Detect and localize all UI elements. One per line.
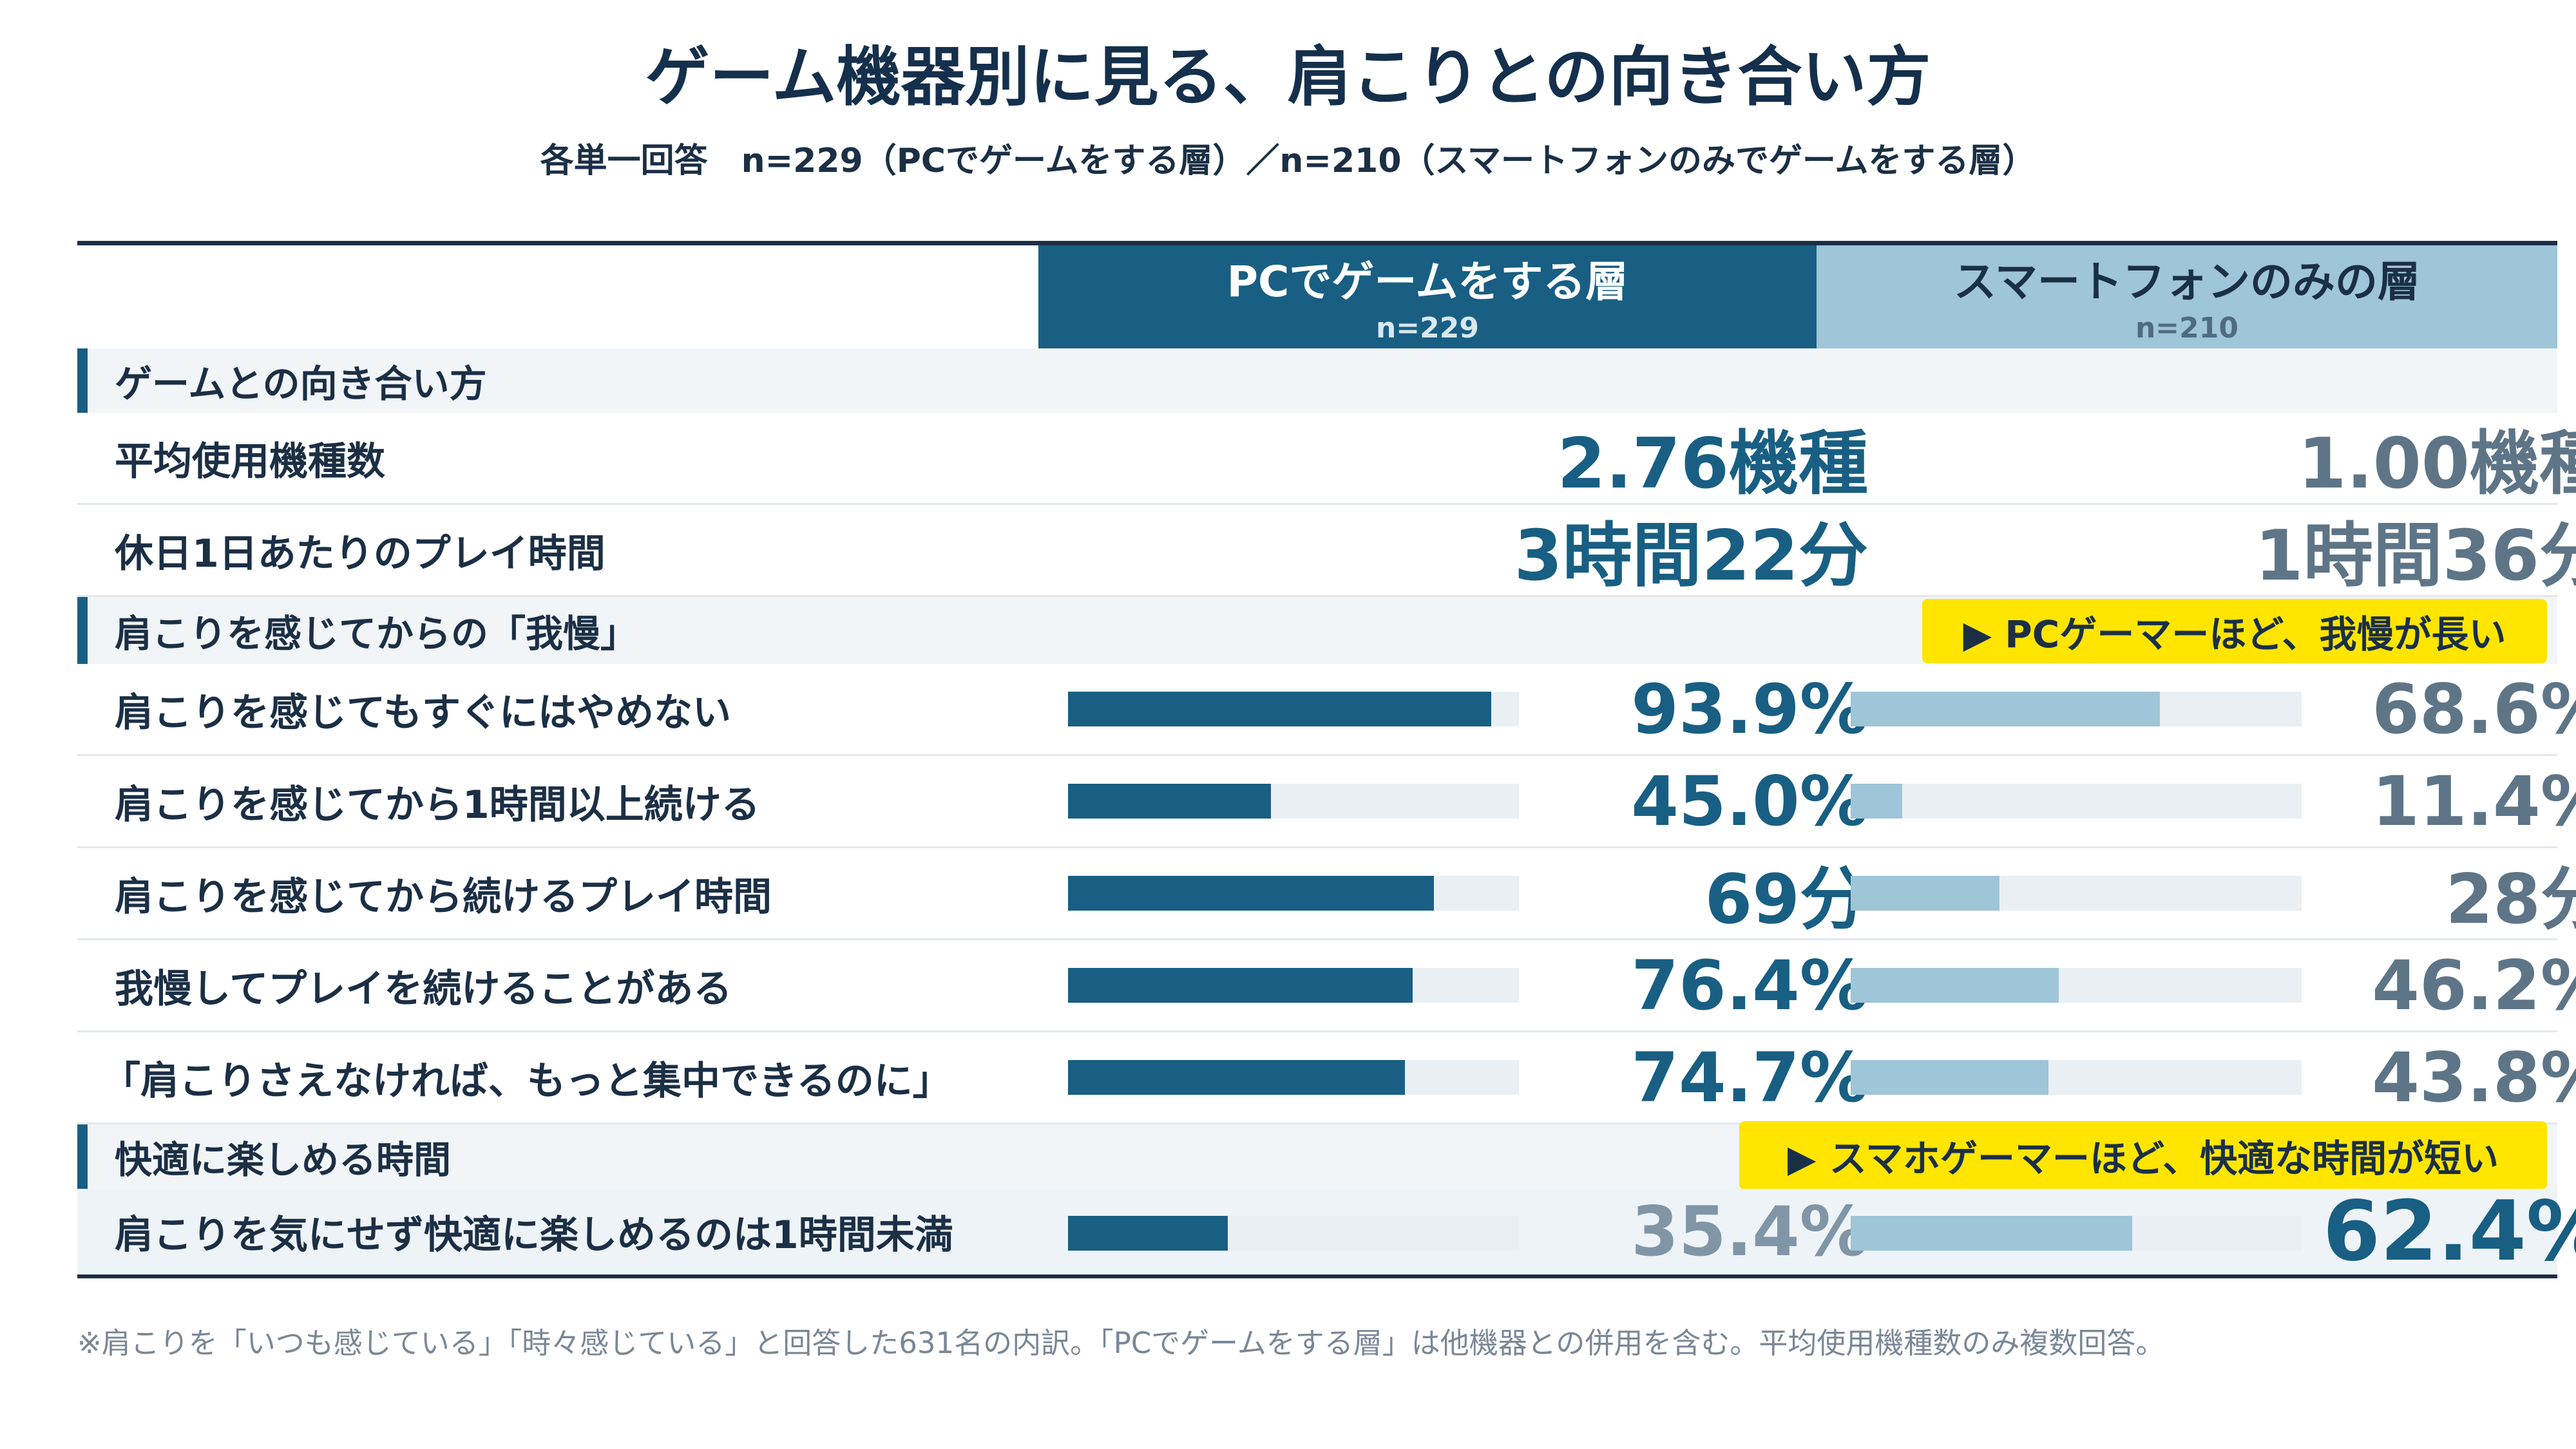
table-row: 肩こりを感じてから続けるプレイ時間 69分 28分 (77, 848, 2576, 940)
section-accent (77, 348, 88, 413)
bar-pc (1068, 876, 1434, 911)
row-label: 我慢してプレイを続けることがある (115, 966, 732, 1012)
bar-track-smartphone (1851, 692, 2302, 726)
value-smartphone: 68.6% (2372, 669, 2576, 749)
section-accent (77, 597, 88, 664)
table-bottom-rule (77, 1274, 2557, 1278)
row-label: 肩こりを感じてから続けるプレイ時間 (115, 874, 772, 920)
row-label: 肩こりを感じてから1時間以上続ける (115, 782, 760, 828)
bar-track-pc (1068, 968, 1519, 1003)
bar-track-smartphone (1851, 1060, 2302, 1095)
bar-smartphone (1851, 1216, 2132, 1251)
row-label: 「肩こりさえなければ、もっと集中できるのに」 (102, 1058, 951, 1104)
value-pc: 35.4% (1631, 1192, 1868, 1271)
bar-pc (1068, 692, 1491, 726)
column-header-smartphone-label: スマートフォンのみの層 (1953, 257, 2421, 307)
value-smartphone: 43.8% (2372, 1037, 2576, 1117)
bar-smartphone (1851, 784, 1902, 819)
column-header-smartphone: スマートフォンのみの層 n=210 (1817, 245, 2557, 348)
row-label: 肩こりを気にせず快適に楽しめるのは1時間未満 (115, 1213, 953, 1258)
table-top-rule (77, 241, 2557, 245)
value-smartphone: 46.2% (2372, 945, 2576, 1025)
callout-badge-endurance: ▶ PCゲーマーほど、我慢が長い (1922, 599, 2547, 663)
value-smartphone: 11.4% (2372, 761, 2576, 841)
callout-badge-comfort: ▶ スマホゲーマーほど、快適な時間が短い (1739, 1121, 2547, 1189)
value-smartphone: 62.4% (2322, 1184, 2576, 1280)
value-pc: 3時間22分 (1514, 516, 1868, 596)
bar-track-pc (1068, 1216, 1519, 1251)
bar-track-smartphone (1851, 968, 2302, 1003)
value-pc: 69分 (1704, 860, 1868, 939)
section-header-game-attitude: ゲームとの向き合い方 (77, 348, 2557, 413)
table-row: 我慢してプレイを続けることがある 76.4% 46.2% (77, 940, 2576, 1032)
bar-pc (1068, 968, 1413, 1003)
section-label: 快適に楽しめる時間 (115, 1138, 452, 1182)
bar-smartphone (1851, 876, 1999, 911)
bar-smartphone (1851, 968, 2059, 1003)
bar-track-pc (1068, 784, 1519, 819)
column-header-pc-n: n=229 (1375, 312, 1480, 345)
bar-track-pc (1068, 692, 1519, 726)
column-header-pc: PCでゲームをする層 n=229 (1038, 245, 1817, 348)
bar-track-pc (1068, 1060, 1519, 1095)
table-row: 肩こりを感じてもすぐにはやめない 93.9% 68.6% (77, 664, 2576, 756)
bar-track-pc (1068, 876, 1519, 911)
footnote: ※肩こりを「いつも感じている」「時々感じている」と回答した631名の内訳。「PC… (77, 1326, 2165, 1360)
value-pc: 93.9% (1631, 669, 1868, 749)
value-smartphone: 28分 (2445, 860, 2576, 939)
chart-subtitle: 各単一回答 n=229（PCでゲームをする層）／n=210（スマートフォンのみで… (540, 142, 2036, 180)
table-row: 肩こりを感じてから1時間以上続ける 45.0% 11.4% (77, 756, 2576, 848)
value-smartphone: 1時間36分 (2255, 516, 2576, 596)
table-row: 休日1日あたりのプレイ時間 3時間22分 1時間36分 (77, 505, 2576, 597)
section-accent (77, 1124, 88, 1189)
row-label: 休日1日あたりのプレイ時間 (115, 531, 606, 576)
value-pc: 2.76機種 (1557, 424, 1868, 504)
bar-smartphone (1851, 692, 2160, 726)
value-pc: 76.4% (1631, 945, 1868, 1025)
bar-pc (1068, 1216, 1228, 1251)
section-label: 肩こりを感じてからの「我慢」 (115, 612, 638, 656)
bar-track-smartphone (1851, 876, 2302, 911)
column-header-smartphone-n: n=210 (2135, 312, 2239, 345)
value-pc: 74.7% (1631, 1037, 1868, 1117)
section-label: ゲームとの向き合い方 (115, 362, 487, 406)
column-header-pc-label: PCでゲームをする層 (1226, 257, 1628, 307)
bar-track-smartphone (1851, 784, 2302, 819)
table-row: 「肩こりさえなければ、もっと集中できるのに」 74.7% 43.8% (77, 1032, 2576, 1124)
bar-smartphone (1851, 1060, 2048, 1095)
row-label: 肩こりを感じてもすぐにはやめない (115, 690, 731, 735)
chart-title: ゲーム機器別に見る、肩こりとの向き合い方 (645, 39, 1931, 115)
table-row: 平均使用機種数 2.76機種 1.00機種 (77, 413, 2576, 505)
value-smartphone: 1.00機種 (2298, 424, 2576, 504)
row-label: 平均使用機種数 (115, 439, 385, 484)
bar-pc (1068, 1060, 1405, 1095)
bar-track-smartphone (1851, 1216, 2302, 1251)
table-row: 肩こりを気にせず快適に楽しめるのは1時間未満 35.4% 62.4% (77, 1184, 2576, 1280)
value-pc: 45.0% (1631, 761, 1868, 841)
bar-pc (1068, 784, 1271, 819)
